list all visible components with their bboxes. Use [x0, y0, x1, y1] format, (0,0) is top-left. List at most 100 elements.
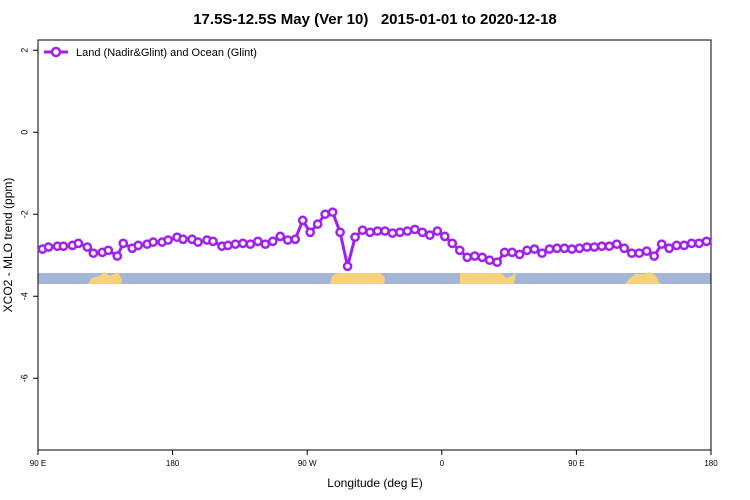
y-tick-label: -4	[19, 292, 29, 300]
data-point	[365, 227, 375, 238]
legend-marker	[50, 46, 62, 58]
data-point	[133, 240, 144, 251]
data-point	[679, 240, 689, 251]
y-tick-label: 0	[19, 130, 29, 135]
land-ocean-strip	[38, 272, 711, 284]
data-point	[88, 248, 99, 259]
data-point	[611, 239, 622, 250]
data-point	[589, 242, 600, 252]
y-tick-label: -6	[19, 374, 29, 382]
data-point	[335, 227, 345, 238]
data-point	[477, 252, 488, 263]
data-point	[320, 209, 330, 220]
x-tick-label: 90 E	[30, 459, 46, 468]
data-point	[664, 243, 674, 254]
data-point	[327, 207, 338, 218]
data-point	[582, 242, 592, 252]
data-point	[529, 244, 540, 254]
data-point	[634, 248, 645, 259]
legend-label: Land (Nadir&Glint) and Ocean (Glint)	[76, 47, 257, 59]
y-tick-label: 2	[19, 48, 29, 53]
data-point	[230, 239, 241, 250]
data-point	[267, 236, 278, 247]
data-point	[447, 238, 458, 249]
land-patch	[88, 272, 122, 284]
data-point	[275, 231, 286, 242]
data-point	[342, 261, 353, 272]
plot-frame	[37, 39, 712, 451]
data-point	[148, 237, 159, 247]
series-line	[42, 210, 707, 268]
data-point	[604, 241, 615, 252]
data-point	[507, 247, 517, 258]
data-point	[596, 241, 607, 252]
data-point	[537, 248, 547, 259]
data-point	[417, 227, 428, 238]
data-point	[73, 238, 84, 249]
data-point	[238, 238, 248, 249]
data-point	[701, 236, 712, 247]
data-point	[312, 219, 323, 229]
x-tick-label: 180	[166, 459, 180, 468]
data-point	[350, 232, 360, 243]
data-point	[82, 242, 93, 252]
data-point	[372, 226, 383, 236]
data-point	[439, 231, 450, 242]
data-point	[305, 227, 316, 238]
data-point	[567, 244, 577, 254]
data-point	[626, 248, 637, 259]
data-point	[552, 243, 562, 254]
data-point	[380, 226, 390, 236]
data-point	[43, 242, 54, 252]
data-point	[297, 215, 308, 226]
land-patch	[460, 272, 516, 284]
chart-title: 17.5S-12.5S May (Ver 10) 2015-01-01 to 2…	[193, 11, 557, 28]
data-point	[559, 243, 570, 254]
x-tick-label: 0	[440, 459, 445, 468]
x-tick-label: 90 E	[568, 459, 584, 468]
data-point	[686, 238, 697, 249]
data-point	[58, 241, 69, 252]
data-point	[118, 238, 129, 249]
data-point	[619, 243, 630, 254]
data-point	[193, 237, 203, 247]
data-point	[432, 226, 443, 236]
data-point	[395, 227, 405, 238]
data-point	[649, 251, 660, 261]
data-point	[574, 243, 585, 254]
data-point	[387, 228, 398, 238]
data-point	[208, 236, 218, 247]
data-point	[454, 245, 465, 256]
data-point	[282, 235, 293, 245]
data-point	[103, 245, 114, 256]
land-patch	[330, 273, 385, 284]
data-point	[499, 247, 510, 258]
data-point	[641, 246, 652, 256]
data-point	[410, 224, 420, 235]
x-tick-label: 180	[704, 459, 718, 468]
data-point	[522, 245, 532, 256]
data-point	[424, 230, 435, 241]
data-point	[178, 234, 188, 245]
data-point	[469, 251, 480, 261]
x-axis-label: Longitude (deg E)	[327, 476, 422, 490]
data-point	[357, 225, 368, 236]
data-point	[671, 240, 682, 251]
data-point	[260, 239, 271, 250]
y-tick-label: -2	[19, 210, 29, 218]
data-point	[163, 235, 173, 245]
x-tick-label: 90 W	[298, 459, 317, 468]
data-point	[245, 239, 256, 250]
data-point	[290, 234, 301, 245]
data-point	[462, 252, 473, 263]
land-patch	[625, 272, 660, 284]
data-point	[112, 251, 123, 261]
data-point	[492, 257, 502, 268]
data-point	[656, 239, 667, 250]
data-point	[514, 249, 525, 260]
data-point	[694, 238, 704, 249]
data-point	[252, 236, 263, 247]
data-point	[484, 255, 495, 266]
data-point	[544, 244, 555, 254]
y-axis-label: XCO2 - MLO trend (ppm)	[1, 178, 15, 313]
